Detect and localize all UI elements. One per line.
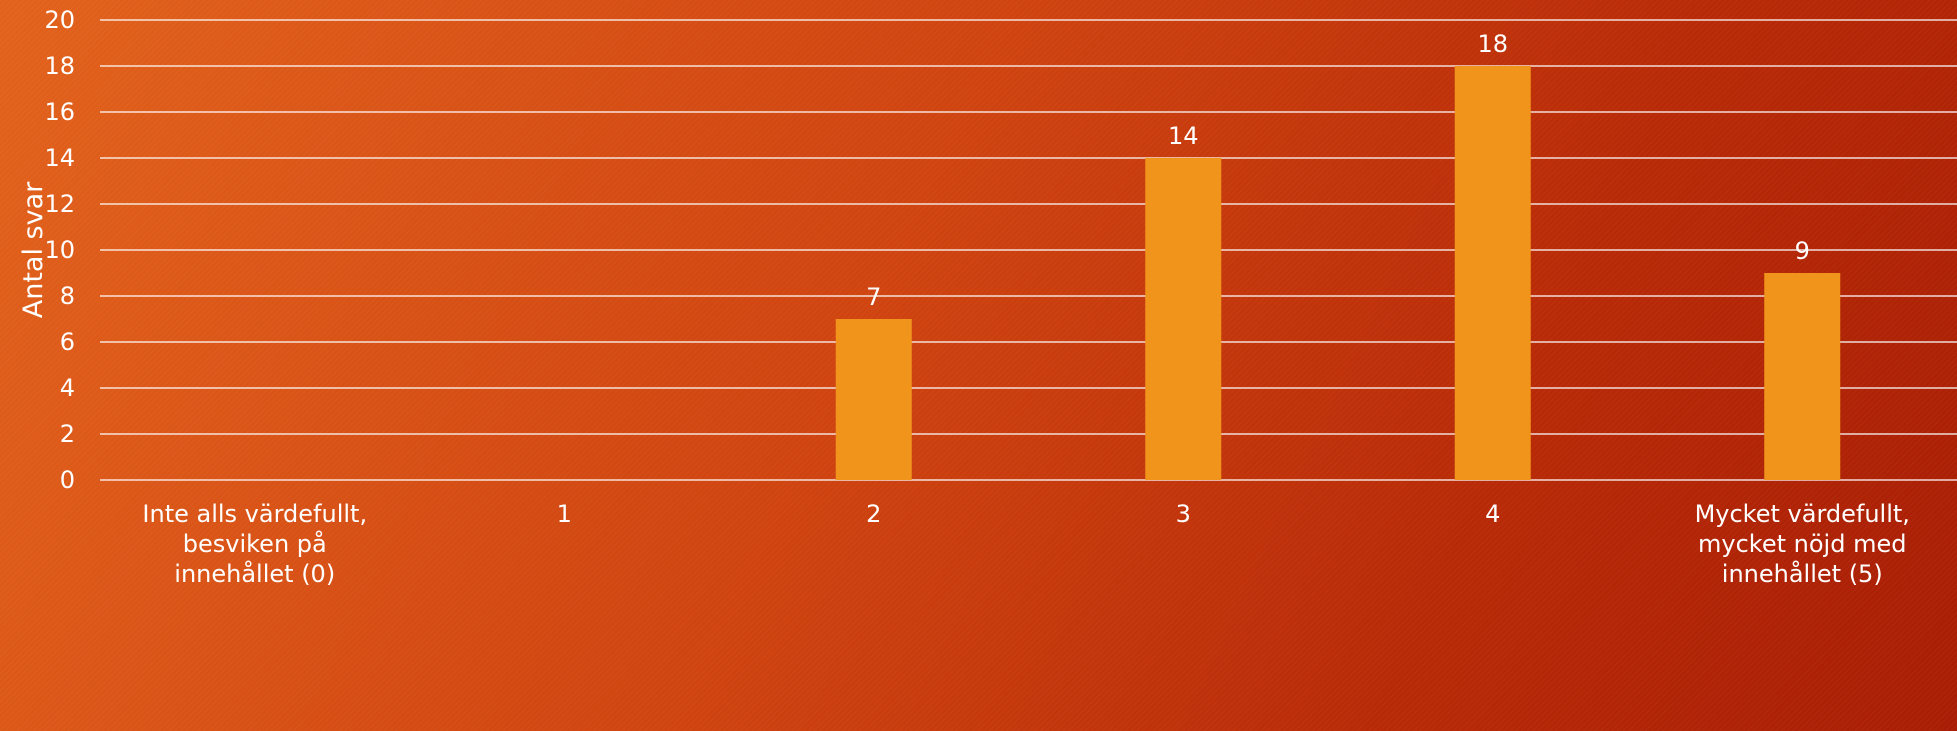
data-label: 7 [866,283,881,311]
data-labels: 7 14 18 9 [866,30,1810,311]
x-category-label: mycket nöjd med [1698,530,1906,558]
data-label: 18 [1477,30,1508,58]
y-tick-label: 2 [60,420,75,448]
data-label: 14 [1168,122,1199,150]
bar [1454,66,1531,480]
x-category-label: innehållet (5) [1722,559,1883,588]
y-tick-label: 16 [44,98,75,126]
y-tick-label: 6 [60,328,75,356]
bars [835,66,1841,480]
x-category-label: 3 [1176,500,1191,528]
bar [1764,273,1841,480]
bar [1145,158,1222,480]
x-category-label: Mycket värdefullt, [1695,500,1910,528]
y-axis-ticks: 0 2 4 6 8 10 12 14 16 18 20 [44,6,75,494]
data-label: 9 [1795,237,1810,265]
x-category-label: 4 [1485,500,1500,528]
y-tick-label: 14 [44,144,75,172]
y-tick-label: 10 [44,236,75,264]
bar [835,319,912,480]
x-category-label: 1 [557,500,572,528]
y-axis-title: Antal svar [18,181,49,318]
x-category-label: besviken på [183,529,327,558]
x-category-label: 2 [866,500,881,528]
y-tick-label: 18 [44,52,75,80]
gridlines [100,19,1957,481]
y-tick-label: 12 [44,190,75,218]
x-axis-categories: Inte alls värdefullt,besviken påinnehåll… [142,500,1910,588]
y-tick-label: 20 [44,6,75,34]
y-tick-label: 0 [60,466,75,494]
x-category-label: innehållet (0) [174,559,335,588]
y-tick-label: 8 [60,282,75,310]
x-category-label: Inte alls värdefullt, [142,500,367,528]
y-tick-label: 4 [60,374,75,402]
